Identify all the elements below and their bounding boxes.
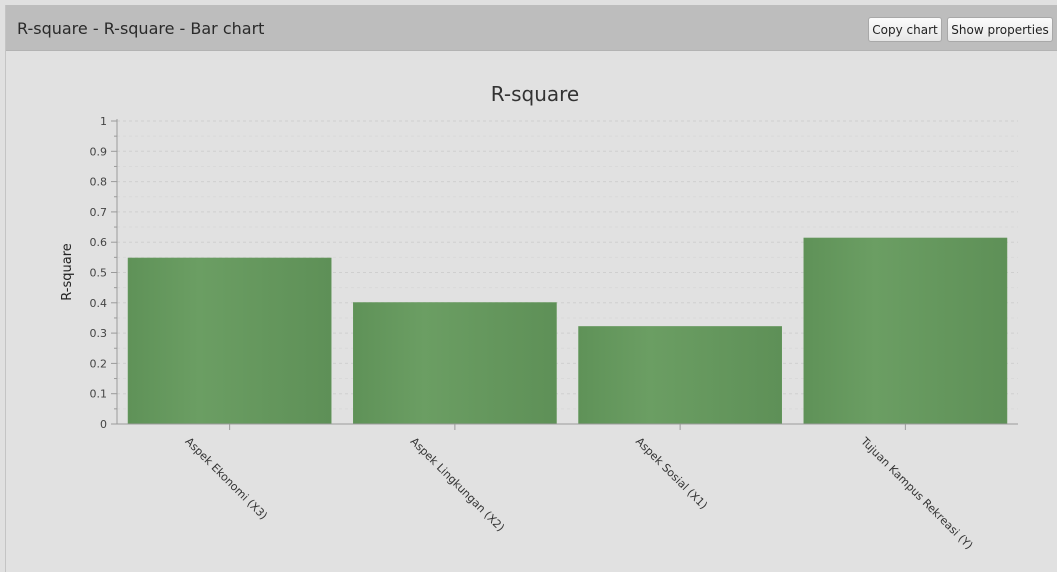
y-tick-label: 0.6 (90, 236, 108, 249)
bar (127, 257, 332, 425)
copy-chart-button[interactable]: Copy chart (868, 17, 942, 42)
y-tick-label: 0.7 (90, 206, 108, 219)
show-properties-button[interactable]: Show properties (947, 17, 1053, 42)
y-tick-label: 0.9 (90, 145, 108, 158)
y-tick-label: 0.3 (90, 327, 108, 340)
x-tick-label: Aspek Ekonomi (X3) (183, 435, 270, 522)
bar (803, 237, 1008, 425)
x-tick-label: Aspek Lingkungan (X2) (408, 435, 507, 534)
bar (353, 302, 557, 425)
y-tick-label: 0.4 (90, 297, 108, 310)
x-tick-label: Aspek Sosial (X1) (633, 435, 710, 512)
y-tick-label: 0 (100, 418, 107, 431)
title-bar: R-square - R-square - Bar chart Copy cha… (6, 5, 1057, 51)
window-title: R-square - R-square - Bar chart (17, 19, 265, 38)
y-tick-label: 1 (100, 115, 107, 128)
y-axis-label: R-square (60, 243, 75, 300)
y-tick-label: 0.8 (90, 176, 108, 189)
y-tick-label: 0.5 (90, 267, 108, 280)
bars (127, 237, 1008, 425)
bar (578, 326, 782, 425)
y-tick-label: 0.1 (90, 388, 108, 401)
y-tick-label: 0.2 (90, 357, 108, 370)
x-tick-label: Tujuan Kampus Rekreasi (Y) (858, 434, 976, 552)
chart-title: R-square (491, 82, 579, 106)
